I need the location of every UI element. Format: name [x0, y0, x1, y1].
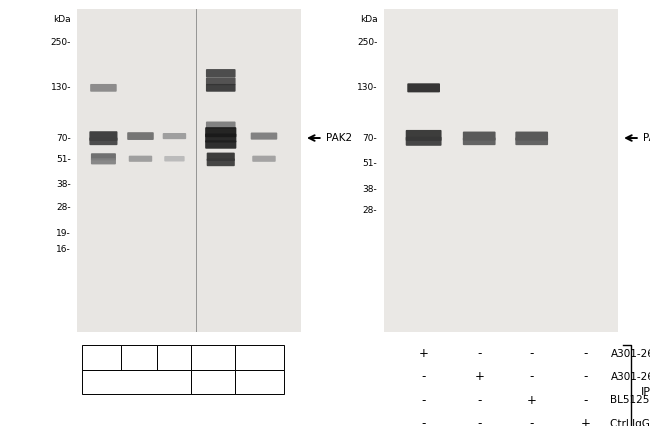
FancyBboxPatch shape	[515, 132, 548, 141]
FancyBboxPatch shape	[206, 78, 235, 85]
FancyBboxPatch shape	[91, 153, 116, 160]
Text: 51-: 51-	[57, 155, 71, 164]
Text: 28-: 28-	[57, 203, 71, 212]
Text: kDa: kDa	[53, 15, 71, 24]
Text: -: -	[477, 347, 482, 360]
Bar	[82, 369, 192, 394]
FancyBboxPatch shape	[206, 69, 235, 78]
Text: -: -	[584, 347, 588, 360]
Text: -: -	[477, 394, 482, 407]
FancyBboxPatch shape	[207, 158, 235, 166]
Text: +: +	[419, 347, 428, 360]
Text: +: +	[581, 417, 591, 426]
Text: Ctrl IgG: Ctrl IgG	[610, 419, 650, 426]
Bar	[384, 9, 618, 332]
Bar	[192, 345, 235, 369]
FancyBboxPatch shape	[205, 133, 237, 143]
Text: -: -	[530, 417, 534, 426]
FancyBboxPatch shape	[90, 84, 117, 92]
Text: HeLa: HeLa	[124, 377, 150, 387]
Text: +: +	[526, 394, 537, 407]
Text: -: -	[584, 394, 588, 407]
Text: 38-: 38-	[363, 185, 377, 194]
Text: 38-: 38-	[57, 181, 71, 190]
Text: -: -	[421, 371, 426, 383]
Text: -: -	[421, 394, 426, 407]
FancyBboxPatch shape	[127, 132, 154, 140]
FancyBboxPatch shape	[252, 155, 276, 162]
FancyBboxPatch shape	[90, 131, 118, 141]
FancyBboxPatch shape	[463, 132, 495, 141]
Bar	[235, 369, 284, 394]
Text: A301-264A: A301-264A	[610, 372, 650, 382]
FancyBboxPatch shape	[162, 133, 186, 139]
Text: -: -	[530, 347, 534, 360]
Text: 70-: 70-	[57, 133, 71, 143]
Text: 28-: 28-	[363, 206, 377, 216]
Text: PAK2: PAK2	[643, 133, 650, 143]
FancyBboxPatch shape	[129, 155, 152, 162]
Text: 50: 50	[253, 352, 266, 363]
Text: 16-: 16-	[57, 245, 71, 254]
Text: 51-: 51-	[363, 159, 377, 168]
Bar	[82, 345, 121, 369]
Text: T: T	[210, 377, 216, 387]
FancyBboxPatch shape	[164, 156, 185, 161]
Text: PAK2: PAK2	[326, 133, 352, 143]
Text: BL5125: BL5125	[610, 395, 650, 405]
FancyBboxPatch shape	[90, 137, 118, 145]
Text: -: -	[530, 371, 534, 383]
FancyBboxPatch shape	[207, 153, 235, 161]
FancyBboxPatch shape	[205, 127, 237, 137]
Text: -: -	[584, 371, 588, 383]
Text: 250-: 250-	[357, 38, 377, 47]
Bar	[235, 345, 284, 369]
FancyBboxPatch shape	[408, 83, 440, 92]
Text: IP: IP	[642, 387, 650, 397]
Text: 19-: 19-	[57, 229, 71, 238]
Bar	[121, 345, 157, 369]
FancyBboxPatch shape	[406, 130, 441, 141]
Text: A301-263A: A301-263A	[610, 348, 650, 359]
Text: 50: 50	[95, 352, 108, 363]
FancyBboxPatch shape	[205, 140, 237, 149]
FancyBboxPatch shape	[463, 137, 495, 145]
Text: 130-: 130-	[51, 83, 71, 92]
Text: kDa: kDa	[359, 15, 377, 24]
FancyBboxPatch shape	[91, 158, 116, 164]
Bar	[192, 369, 235, 394]
Text: 50: 50	[207, 352, 220, 363]
Bar	[77, 9, 301, 332]
FancyBboxPatch shape	[515, 137, 548, 145]
Text: +: +	[474, 371, 484, 383]
Text: -: -	[421, 417, 426, 426]
Text: -: -	[477, 417, 482, 426]
FancyBboxPatch shape	[206, 84, 235, 92]
FancyBboxPatch shape	[406, 137, 441, 146]
Text: 250-: 250-	[51, 38, 71, 47]
Text: 5: 5	[171, 352, 177, 363]
Text: M: M	[255, 377, 264, 387]
Bar	[157, 345, 192, 369]
Text: 70-: 70-	[363, 133, 377, 143]
FancyBboxPatch shape	[206, 121, 235, 129]
Text: 130-: 130-	[357, 83, 377, 92]
FancyBboxPatch shape	[251, 132, 278, 140]
Text: 15: 15	[133, 352, 146, 363]
